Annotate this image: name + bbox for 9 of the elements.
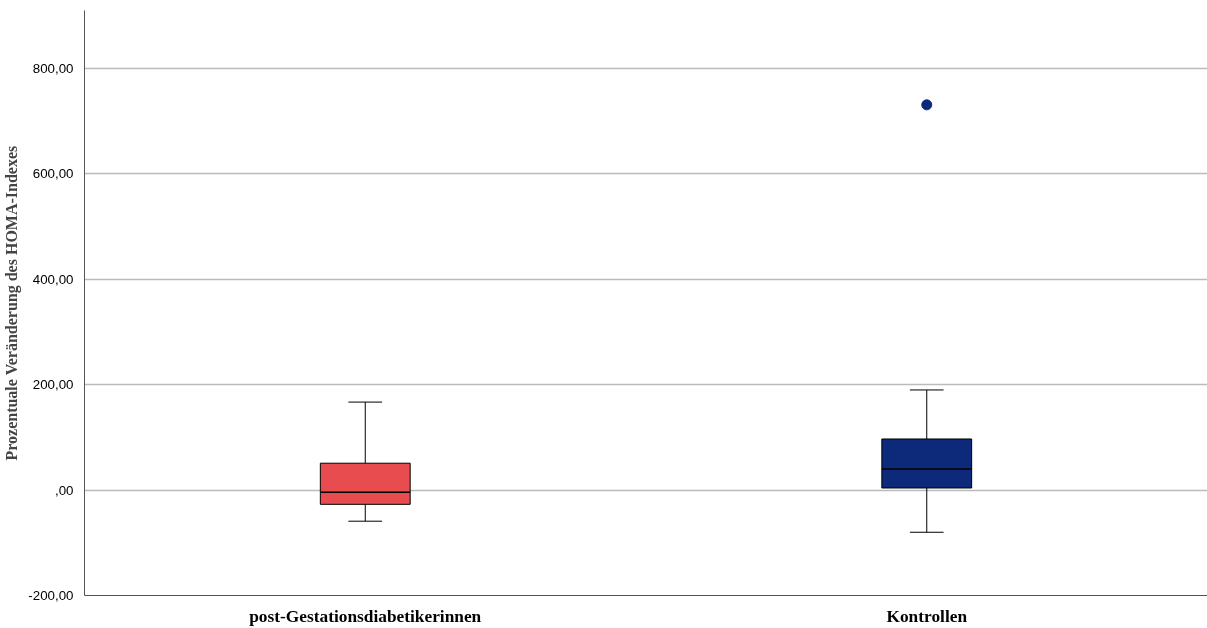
y-tick-label: 600,00 bbox=[32, 166, 74, 182]
y-tick-label: 200,00 bbox=[32, 377, 74, 393]
x-tick-label: post-Gestationsdiabetikerinnen bbox=[249, 606, 482, 626]
y-tick-label: -200,00 bbox=[28, 588, 74, 603]
y-axis-title: Prozentuale Veränderung des HOMA-Indexes bbox=[3, 145, 22, 461]
y-tick-label: 800,00 bbox=[32, 60, 74, 76]
y-tick-label: ,00 bbox=[54, 482, 74, 498]
y-tick-label: 400,00 bbox=[32, 271, 74, 287]
x-tick-label: Kontrollen bbox=[886, 606, 968, 626]
